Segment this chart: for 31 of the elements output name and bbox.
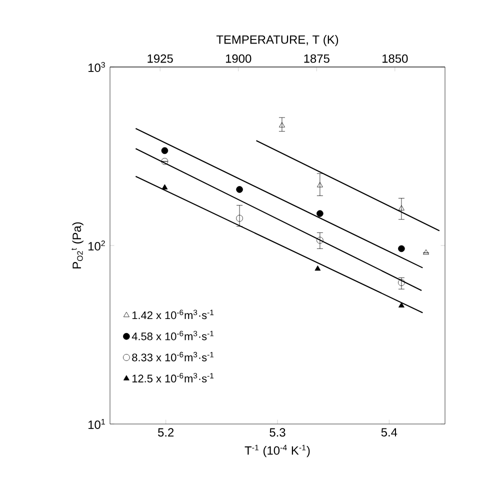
x2-tick-label: 1925 (148, 54, 173, 63)
point (423, 249, 429, 255)
x-tick-label: 5.2 (158, 428, 174, 437)
x2-tick-label: 1850 (382, 54, 408, 63)
point (316, 236, 324, 244)
legend-label: 1.42 x 10$^{-6}$m$^{3}$·s$^{-1}$ (132, 310, 214, 320)
legend-label: 8.33 x 10$^{-6}$m$^{3}$·s$^{-1}$ (132, 352, 214, 362)
x-tick-label: 5.3 (270, 428, 286, 437)
y-axis-title: P$_{O2}$$^{t}$ (Pa) (71, 222, 84, 268)
point (316, 182, 323, 188)
legend-label: 12.5 x 10$^{-6}$m$^{3}$·s$^{-1}$ (132, 373, 214, 382)
point (316, 210, 324, 217)
point (279, 122, 285, 128)
point (236, 186, 243, 193)
x2-tick-label: 1900 (226, 54, 252, 63)
point (162, 184, 168, 190)
point (161, 147, 168, 154)
x2-axis-title: TEMPERATURE, T (K) (216, 35, 338, 46)
point (398, 205, 404, 210)
y-tick-label: 10$^{3}$ (88, 62, 105, 72)
point (398, 245, 405, 252)
x-tick-label: 5.4 (381, 428, 398, 437)
y-tick-label: 10$^{2}$ (88, 240, 105, 250)
x2-tick-label: 1875 (304, 54, 330, 63)
point (161, 158, 168, 165)
point (314, 265, 321, 271)
x-axis-title: T$^{-1}$ (10$^{-4}$ K$^{-1}$) (244, 444, 310, 458)
y-tick-label: 10$^{1}$ (88, 419, 105, 429)
point (236, 214, 243, 222)
point (398, 279, 405, 286)
legend-label: 4.58 x 10$^{-6}$m$^{3}$·s$^{-1}$ (132, 330, 214, 340)
